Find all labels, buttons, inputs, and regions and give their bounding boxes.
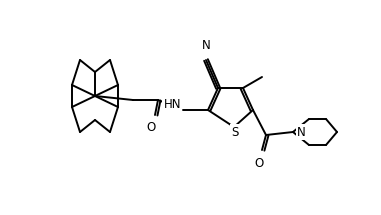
Text: S: S <box>231 126 239 138</box>
Text: O: O <box>255 157 264 170</box>
Text: O: O <box>146 121 155 134</box>
Text: N: N <box>297 126 306 138</box>
Text: HN: HN <box>163 98 181 112</box>
Text: N: N <box>202 39 210 52</box>
